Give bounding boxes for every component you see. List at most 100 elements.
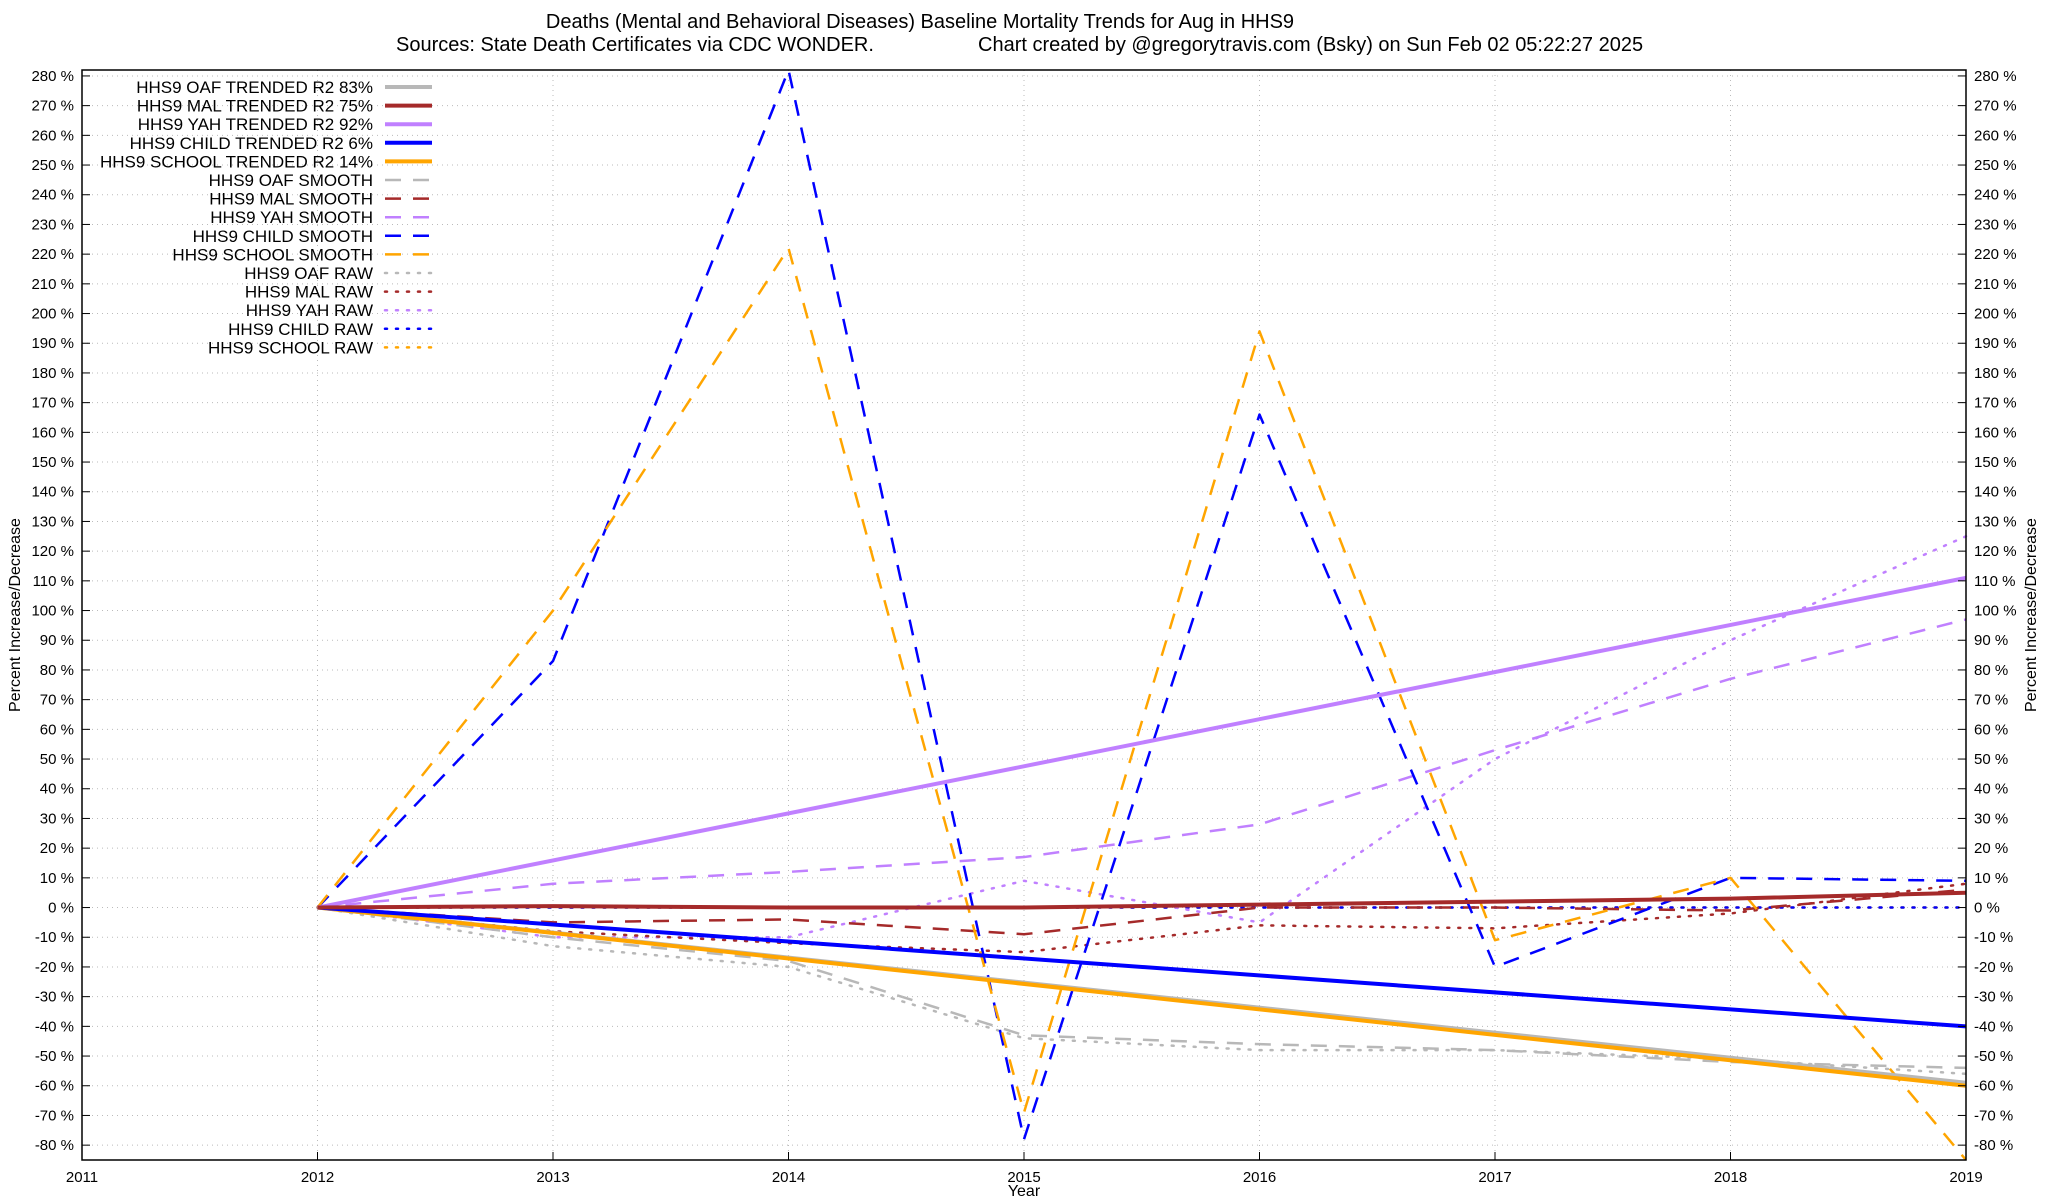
legend-label: HHS9 CHILD RAW: [228, 320, 373, 339]
y-tick-label-left: 130 %: [31, 513, 74, 530]
series-line-hhs9-school-trended-r2-14: [317, 905, 1967, 1088]
legend-label: HHS9 YAH SMOOTH: [210, 208, 373, 227]
x-tick-label: 2012: [301, 1169, 334, 1186]
y-tick-label-right: -60 %: [1974, 1078, 2013, 1095]
y-tick-label-right: -30 %: [1974, 989, 2013, 1006]
y-tick-label-left: 190 %: [31, 335, 74, 352]
y-tick-label-left: 50 %: [40, 751, 74, 768]
y-tick-label-right: 210 %: [1974, 276, 2017, 293]
y-tick-label-left: -20 %: [35, 959, 74, 976]
series-line-hhs9-child-smooth: [316, 68, 1967, 1141]
legend-label: HHS9 MAL SMOOTH: [209, 190, 373, 209]
y-tick-label-left: 160 %: [31, 424, 74, 441]
legend-label: HHS9 OAF TRENDED R2 83%: [136, 78, 373, 97]
legend-label: HHS9 SCHOOL SMOOTH: [172, 245, 373, 264]
y-tick-label-left: 70 %: [40, 692, 74, 709]
y-tick-label-left: -30 %: [35, 989, 74, 1006]
y-tick-label-left: 250 %: [31, 157, 74, 174]
x-tick-label: 2019: [1949, 1169, 1982, 1186]
y-tick-label-right: 240 %: [1974, 187, 2017, 204]
y-tick-label-left: 40 %: [40, 781, 74, 798]
y-tick-label-right: 110 %: [1974, 573, 2015, 590]
y-tick-label-right: 50 %: [1974, 751, 2008, 768]
legend-label: HHS9 SCHOOL TRENDED R2 14%: [100, 152, 373, 171]
legend: HHS9 OAF TRENDED R2 83%HHS9 MAL TRENDED …: [100, 78, 434, 357]
y-tick-label-left: 280 %: [31, 68, 74, 85]
x-tick-label: 2014: [772, 1169, 805, 1186]
y-tick-label-right: 150 %: [1974, 454, 2017, 471]
y-tick-label-left: 110 %: [33, 573, 74, 590]
legend-label: HHS9 MAL RAW: [245, 283, 373, 302]
chart-subtitle-right: Chart created by @gregorytravis.com (Bsk…: [978, 34, 1643, 56]
y-tick-label-right: 20 %: [1974, 840, 2008, 857]
y-tick-label-right: 30 %: [1974, 810, 2008, 827]
y-tick-label-left: -80 %: [35, 1137, 74, 1154]
x-tick-label: 2011: [66, 1169, 98, 1186]
x-tick-label: 2017: [1478, 1169, 1511, 1186]
series-line-hhs9-child-trended-r2-6: [317, 905, 1967, 1029]
series-line-hhs9-yah-smooth: [317, 618, 1967, 909]
series-line-hhs9-yah-raw: [316, 535, 1968, 939]
x-tick-label: 2016: [1243, 1169, 1276, 1186]
y-tick-label-right: 10 %: [1974, 870, 2008, 887]
y-tick-label-right: 190 %: [1974, 335, 2017, 352]
legend-label: HHS9 YAH RAW: [246, 301, 373, 320]
y-tick-label-right: 260 %: [1974, 127, 2017, 144]
y-tick-label-right: 90 %: [1974, 632, 2008, 649]
y-tick-label-right: 120 %: [1974, 543, 2017, 560]
y-tick-label-left: -70 %: [35, 1107, 74, 1124]
y-tick-label-left: -60 %: [35, 1078, 74, 1095]
y-tick-label-left: 30 %: [40, 810, 74, 827]
x-tick-label: 2013: [536, 1169, 569, 1186]
x-tick-label: 2015: [1007, 1169, 1040, 1186]
x-tick-label: 2018: [1714, 1169, 1747, 1186]
y-tick-label-left: 240 %: [31, 187, 74, 204]
y-tick-label-left: 180 %: [31, 365, 74, 382]
y-tick-label-left: 170 %: [31, 395, 74, 412]
y-tick-label-left: 120 %: [31, 543, 74, 560]
y-tick-label-left: 140 %: [31, 484, 74, 501]
y-tick-label-right: 270 %: [1974, 98, 2017, 115]
y-tick-label-right: 230 %: [1974, 216, 2017, 233]
y-tick-label-left: 260 %: [31, 127, 74, 144]
y-tick-label-right: -10 %: [1974, 929, 2013, 946]
series-line-hhs9-school-smooth: [316, 246, 1967, 1161]
y-tick-label-left: 200 %: [31, 306, 74, 323]
axis-ticks: -80 % -80 % -70 % -70 % -60 % -60 % -50 % -50 %…: [31, 68, 2016, 1186]
y-tick-label-left: 220 %: [31, 246, 74, 263]
y-tick-label-right: -20 %: [1974, 959, 2013, 976]
x-axis-label: Year: [1008, 1183, 1041, 1200]
series-line-hhs9-mal-trended-r2-75: [317, 890, 1967, 910]
y-tick-label-right: 60 %: [1974, 721, 2008, 738]
y-tick-label-left: 0 %: [48, 900, 74, 917]
y-tick-label-left: 210 %: [31, 276, 74, 293]
y-tick-label-right: -80 %: [1974, 1137, 2013, 1154]
plot-lines: [316, 68, 1968, 1161]
y-tick-label-right: -70 %: [1974, 1107, 2013, 1124]
y-axis-label-left: Percent Increase/Decrease: [7, 518, 24, 712]
legend-label: HHS9 OAF SMOOTH: [209, 171, 373, 190]
y-tick-label-right: -40 %: [1974, 1018, 2013, 1035]
y-tick-label-left: 100 %: [31, 603, 74, 620]
y-tick-label-left: -10 %: [35, 929, 74, 946]
y-tick-label-left: 270 %: [31, 98, 74, 115]
y-tick-label-left: 10 %: [40, 870, 74, 887]
y-tick-label-left: -50 %: [35, 1048, 74, 1065]
chart-subtitle-left: Sources: State Death Certificates via CD…: [396, 34, 874, 56]
legend-label: HHS9 YAH TRENDED R2 92%: [138, 115, 373, 134]
legend-label: HHS9 MAL TRENDED R2 75%: [137, 97, 373, 116]
y-tick-label-left: 150 %: [31, 454, 74, 471]
y-tick-label-right: 220 %: [1974, 246, 2017, 263]
y-tick-label-right: -50 %: [1974, 1048, 2013, 1065]
series-line-hhs9-yah-trended-r2-92: [317, 575, 1967, 910]
y-tick-label-right: 170 %: [1974, 395, 2017, 412]
y-tick-label-right: 140 %: [1974, 484, 2017, 501]
y-tick-label-left: 90 %: [40, 632, 74, 649]
y-tick-label-right: 70 %: [1974, 692, 2008, 709]
y-tick-label-left: 230 %: [31, 216, 74, 233]
y-tick-label-right: 180 %: [1974, 365, 2017, 382]
series-line-hhs9-mal-raw: [316, 882, 1968, 954]
y-tick-label-left: 80 %: [40, 662, 74, 679]
y-tick-label-right: 280 %: [1974, 68, 2017, 85]
